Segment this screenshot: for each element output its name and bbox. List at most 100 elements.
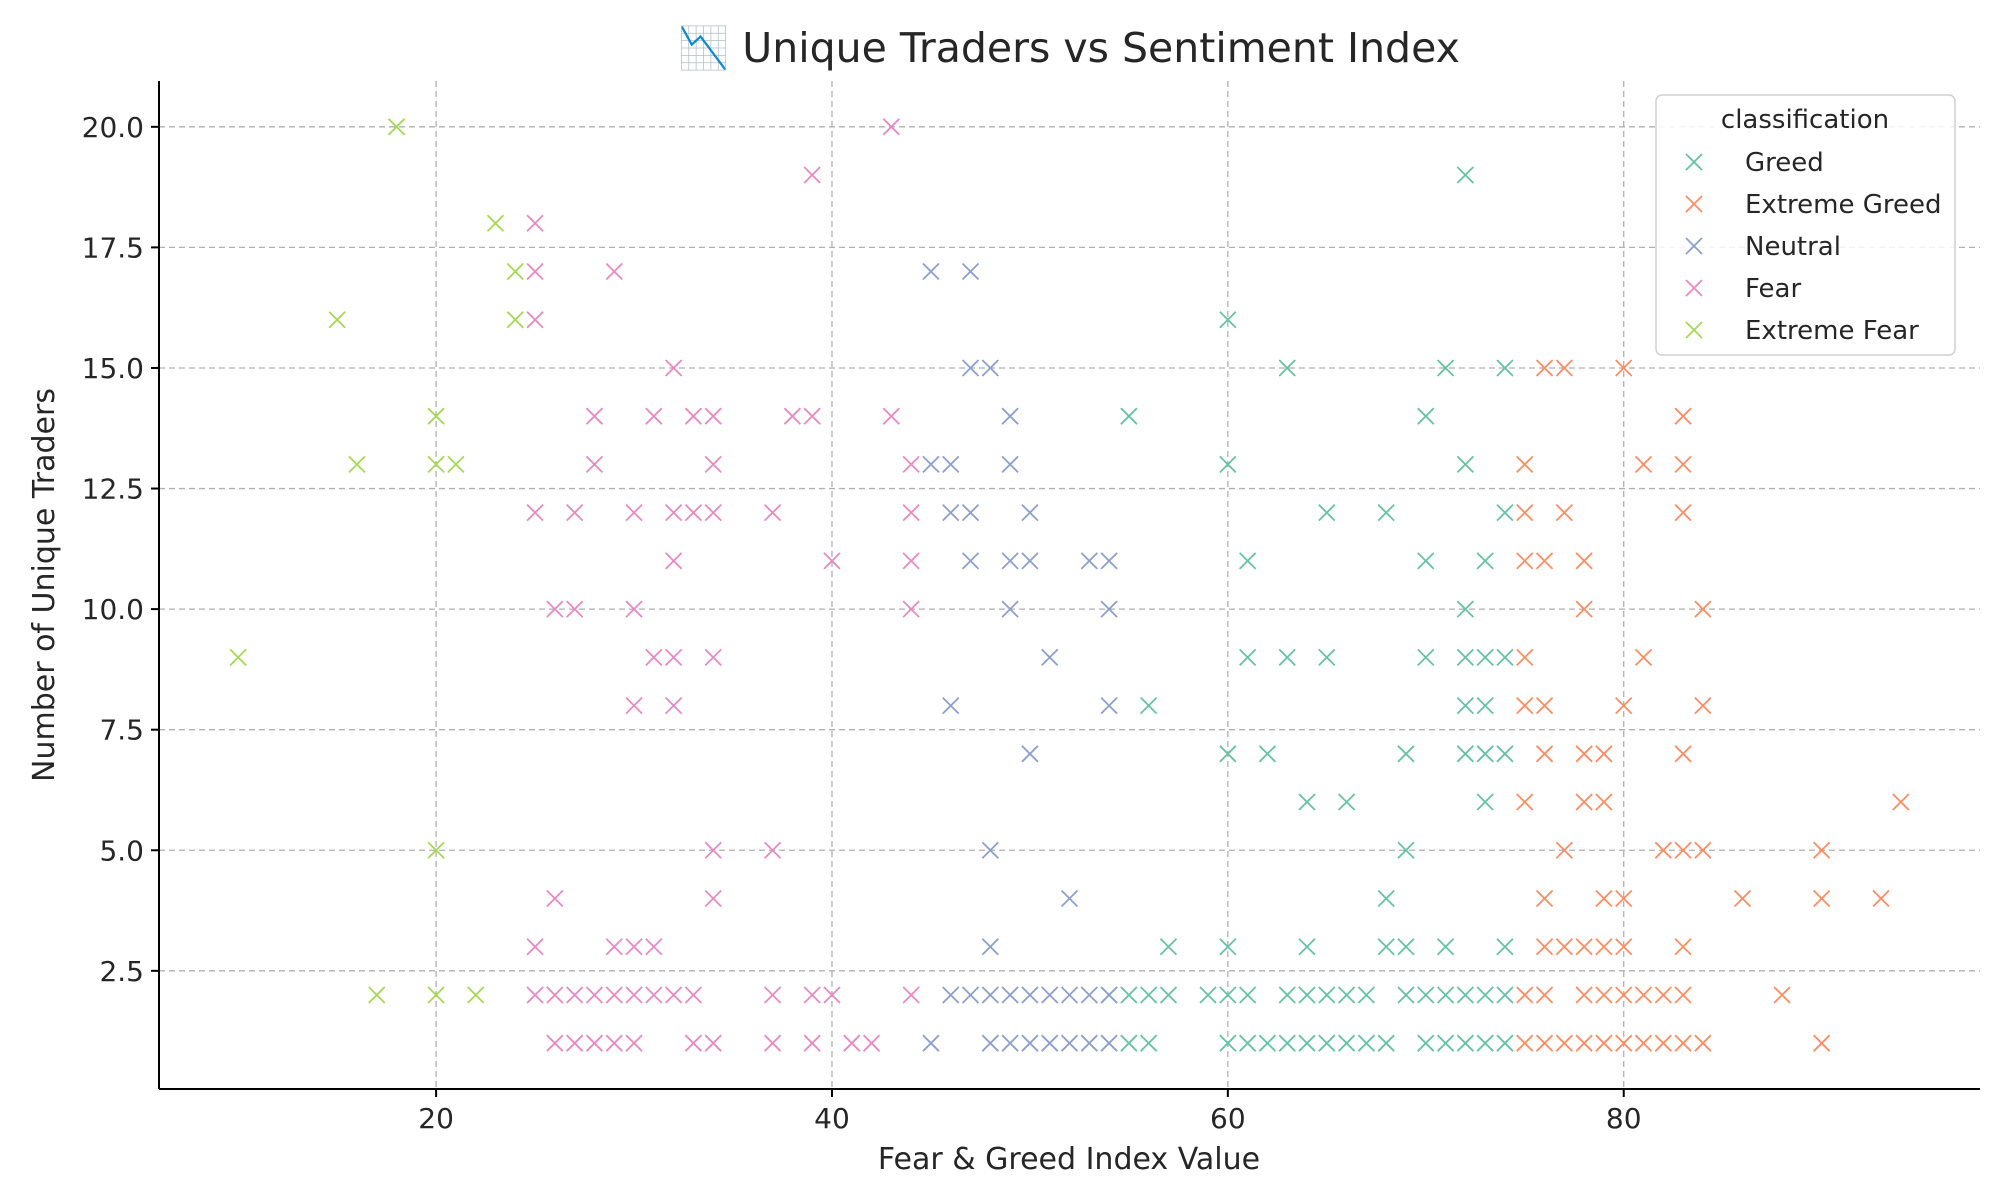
data-point-extreme-fear [427,455,445,474]
data-point-fear [526,262,544,281]
data-point-greed [1397,938,1415,956]
data-point-fear [803,407,821,425]
data-point-extreme-greed [1634,455,1653,474]
data-point-greed [1318,986,1336,1004]
data-point-neutral [922,1034,940,1052]
data-point-greed [1318,504,1336,522]
data-point-fear [585,455,604,474]
series-fear [526,118,920,1052]
data-point-greed [1159,938,1178,956]
data-point-greed [1456,986,1475,1004]
data-point-extreme-greed [1634,986,1653,1004]
data-point-fear [566,600,584,618]
y-tick-label: 15.0 [82,352,144,385]
data-point-greed [1377,889,1395,908]
data-point-neutral [942,986,960,1004]
data-point-neutral [1001,552,1019,570]
data-point-extreme-greed [1535,552,1554,570]
data-point-fear [546,1034,564,1052]
data-point-fear [645,407,663,425]
data-point-neutral [1080,986,1098,1004]
x-axis-label: Fear & Greed Index Value [878,1142,1260,1177]
data-point-greed [1436,1034,1455,1052]
data-point-extreme-fear [447,455,465,474]
data-point-neutral [1060,889,1079,908]
data-point-neutral [961,359,980,377]
data-point-fear [823,986,841,1004]
data-point-extreme-greed [1615,986,1633,1004]
data-point-neutral [1100,986,1118,1004]
data-point-greed [1120,1034,1138,1052]
data-point-greed [1456,455,1475,474]
data-point-fear [585,986,604,1004]
data-point-extreme-greed [1516,648,1534,666]
legend-label-greed: Greed [1745,148,1824,178]
data-point-extreme-greed [1694,696,1712,715]
data-point-greed [1456,696,1475,715]
data-point-greed [1318,1034,1336,1052]
data-point-greed [1140,1034,1158,1052]
data-point-greed [1337,1034,1356,1052]
data-point-greed [1258,1034,1277,1052]
data-point-extreme-greed [1615,359,1633,377]
data-point-greed [1476,745,1494,763]
data-point-fear [783,407,802,425]
data-point-extreme-greed [1595,889,1613,908]
data-point-extreme-greed [1535,889,1554,908]
data-point-neutral [981,841,999,859]
data-point-greed [1417,407,1435,425]
data-point-fear [625,938,643,956]
data-point-extreme-greed [1595,745,1613,763]
data-point-extreme-greed [1575,938,1593,956]
data-point-extreme-greed [1654,841,1672,859]
data-point-extreme-greed [1555,1034,1573,1052]
data-point-greed [1337,793,1356,811]
y-tick-label: 17.5 [82,231,144,264]
data-point-extreme-greed [1872,889,1890,908]
data-point-neutral [981,986,999,1004]
data-point-extreme-greed [1516,986,1534,1004]
data-point-extreme-greed [1555,504,1573,522]
data-point-extreme-greed [1516,552,1534,570]
data-point-fear [763,504,782,522]
data-point-neutral [1001,1034,1019,1052]
data-point-greed [1120,986,1138,1004]
data-point-fear [605,986,623,1004]
data-point-fear [546,600,564,618]
data-point-extreme-greed [1595,938,1613,956]
data-point-fear [704,648,722,666]
data-point-extreme-greed [1535,359,1554,377]
data-point-extreme-greed [1634,648,1653,666]
data-point-greed [1298,793,1316,811]
legend-title: classification [1721,105,1889,135]
data-point-fear [704,889,722,908]
legend-item-greed: Greed [1685,148,1824,178]
data-point-fear [843,1034,861,1052]
data-point-fear [684,504,703,522]
data-point-greed [1496,359,1514,377]
y-tick-label: 7.5 [99,714,144,747]
data-point-neutral [922,455,940,474]
data-point-neutral [1001,455,1019,474]
data-point-fear [763,841,782,859]
data-point-greed [1377,1034,1395,1052]
series-greed [1100,166,1514,1052]
legend-item-neutral: Neutral [1685,232,1841,262]
data-point-neutral [942,696,960,715]
data-point-extreme-greed [1535,986,1554,1004]
data-point-extreme-greed [1516,696,1534,715]
data-point-extreme-greed [1813,889,1831,908]
y-tick-label: 10.0 [82,593,144,626]
data-point-neutral [1100,696,1118,715]
data-point-greed [1436,938,1455,956]
data-point-neutral [1100,1034,1118,1052]
data-point-extreme-greed [1615,889,1633,908]
data-point-greed [1456,166,1475,184]
data-point-greed [1456,745,1475,763]
data-point-greed [1456,1034,1475,1052]
data-point-greed [1456,600,1475,618]
legend-marker-extreme-fear [1685,321,1703,339]
data-point-fear [585,407,604,425]
data-point-greed [1476,552,1494,570]
data-point-fear [546,986,564,1004]
